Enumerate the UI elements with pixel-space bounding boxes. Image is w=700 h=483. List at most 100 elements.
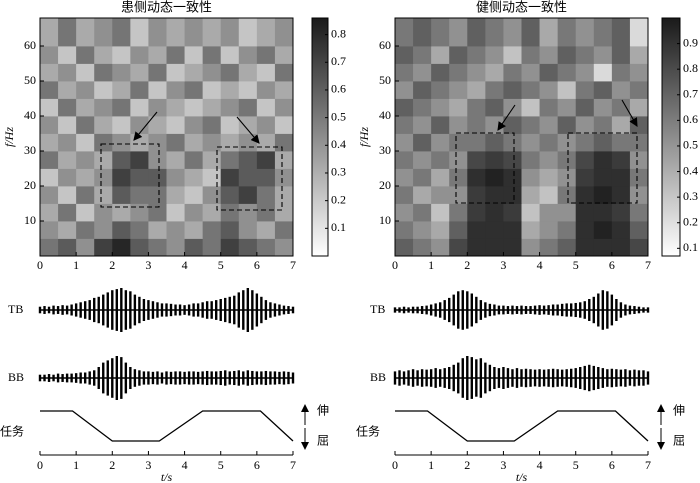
heatmap-cell xyxy=(611,116,631,134)
heatmap-cell xyxy=(40,98,59,117)
heatmap-cell xyxy=(202,238,222,257)
heatmap-cell xyxy=(503,63,522,82)
heatmap-cell xyxy=(467,98,486,117)
heatmap-cell xyxy=(130,133,149,152)
heatmap-cell xyxy=(467,133,486,152)
heatmap-cell xyxy=(202,46,222,64)
heatmap-cell xyxy=(449,133,468,152)
heatmap-cell xyxy=(575,98,595,117)
heatmap-cell xyxy=(575,221,595,239)
heatmap-cell xyxy=(593,221,613,239)
heatmap-cell xyxy=(94,221,113,239)
heatmap-cell xyxy=(431,203,450,222)
heatmap-cell xyxy=(40,81,59,99)
colorbar-tick-label: 0.7 xyxy=(331,54,346,68)
heatmap-cell xyxy=(485,221,504,239)
heatmap-cell xyxy=(629,203,649,222)
heatmap-cell xyxy=(58,168,77,187)
x-tick-label: 0 xyxy=(392,458,398,472)
heatmap-cell xyxy=(521,133,540,152)
heatmap-cell xyxy=(539,203,559,222)
highlight-box xyxy=(567,132,638,204)
heatmap-cell xyxy=(413,133,432,152)
heatmap-cell xyxy=(274,81,294,99)
x-axis-label: t/s xyxy=(161,470,173,483)
heatmap-cell xyxy=(503,133,522,152)
heatmap-cell xyxy=(256,116,276,134)
heatmap-cell xyxy=(557,133,577,152)
heatmap-cell xyxy=(202,151,222,169)
heatmap-cell xyxy=(611,46,631,64)
x-axis-label: t/s xyxy=(516,470,528,483)
heatmap-cell xyxy=(449,151,468,169)
heatmap-cell xyxy=(629,63,649,82)
heatmap-cell xyxy=(575,238,595,257)
colorbar-tick-label: 0.3 xyxy=(331,165,346,179)
heatmap-cell xyxy=(485,186,504,204)
heatmap-cell xyxy=(575,168,595,187)
chart-title: 患侧动态一致性 xyxy=(121,1,212,16)
heatmap-cell xyxy=(557,81,577,99)
heatmap-cell xyxy=(575,133,595,152)
heatmap-cell xyxy=(184,63,204,82)
x-tick-label: 1 xyxy=(428,258,434,272)
heatmap-cell xyxy=(395,81,414,99)
heatmap-cell xyxy=(431,116,450,134)
heatmap-cell xyxy=(395,203,414,222)
heatmap-cell xyxy=(611,238,631,257)
heatmap-cell xyxy=(184,18,204,47)
heatmap-cell xyxy=(467,116,486,134)
y-tick-label: 40 xyxy=(379,108,391,122)
heatmap-cell xyxy=(575,63,595,82)
heatmap-cell xyxy=(94,98,113,117)
heatmap-cell xyxy=(467,238,486,257)
heatmap-cell xyxy=(521,63,540,82)
heatmap-cell xyxy=(40,151,59,169)
heatmap-cell xyxy=(166,81,185,99)
heatmap-cell xyxy=(431,133,450,152)
heatmap-cell xyxy=(220,81,240,99)
heatmap-cell xyxy=(629,238,649,257)
x-tick-label: 7 xyxy=(290,258,296,272)
heatmap-cell xyxy=(220,151,240,169)
heatmap-cell xyxy=(521,116,540,134)
y-tick-label: 20 xyxy=(379,178,391,192)
heatmap-cell xyxy=(76,186,95,204)
heatmap-cell xyxy=(220,168,240,187)
heatmap-cell xyxy=(166,133,185,152)
heatmap-cell xyxy=(256,98,276,117)
heatmap-cell xyxy=(256,18,276,47)
plot-frame xyxy=(394,17,649,257)
heatmap-cell xyxy=(148,116,167,134)
heatmap-cell xyxy=(256,133,276,152)
heatmap-cell xyxy=(148,63,167,82)
x-tick-label: 6 xyxy=(254,258,260,272)
x-tick-label: 6 xyxy=(609,258,615,272)
heatmap-cell xyxy=(40,221,59,239)
heatmap-cell xyxy=(629,98,649,117)
heatmap-cell xyxy=(521,81,540,99)
heatmap-cell xyxy=(629,151,649,169)
heatmap-cell xyxy=(256,238,276,257)
heatmap-cell xyxy=(58,98,77,117)
heatmap-cell xyxy=(148,81,167,99)
heatmap-cell xyxy=(148,238,167,257)
heatmap-cell xyxy=(485,81,504,99)
heatmap-cell xyxy=(148,98,167,117)
heatmap-cell xyxy=(130,81,149,99)
arrow xyxy=(236,116,260,144)
heatmap-cell xyxy=(485,63,504,82)
direction-label: 伸 xyxy=(317,404,329,418)
x-tick-label: 3 xyxy=(500,258,506,272)
heatmap-cell xyxy=(539,133,559,152)
heatmap-cell xyxy=(467,151,486,169)
heatmap-cell xyxy=(449,238,468,257)
heatmap-cell xyxy=(611,168,631,187)
heatmap-cell xyxy=(431,18,450,47)
heatmap-cell xyxy=(274,203,294,222)
heatmap-cell xyxy=(395,98,414,117)
colorbar-tick-label: 0.8 xyxy=(683,61,698,75)
heatmap-cell xyxy=(94,238,113,257)
x-tick-label: 2 xyxy=(464,458,470,472)
x-tick-label: 0 xyxy=(392,258,398,272)
